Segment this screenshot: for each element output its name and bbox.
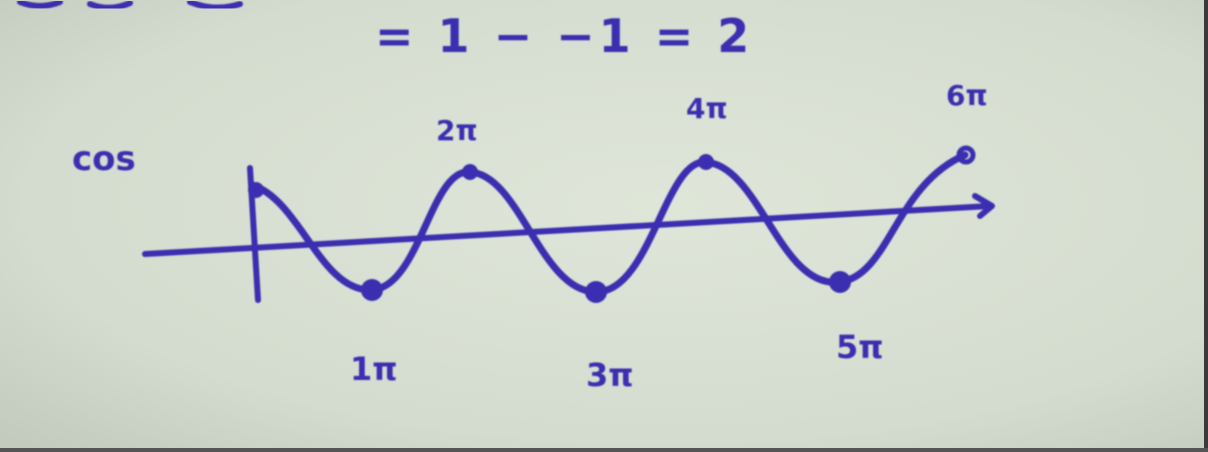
end-point bbox=[956, 145, 976, 165]
cos-label: cos bbox=[72, 139, 136, 179]
equation-text: = 1 − −1 = 2 bbox=[375, 9, 753, 63]
x-axis bbox=[142, 203, 993, 257]
x-axis-arrow-icon bbox=[972, 193, 995, 219]
peak-point-1 bbox=[462, 164, 478, 180]
start-point bbox=[248, 182, 264, 198]
trough-label-2: 3π bbox=[586, 356, 634, 394]
trough-point-2 bbox=[585, 281, 607, 303]
cutoff-handwriting bbox=[17, 0, 243, 11]
trough-label-3: 5π bbox=[836, 328, 884, 366]
peak-point-2 bbox=[698, 154, 714, 170]
trough-point-1 bbox=[361, 279, 383, 301]
peak-label-2: 4π bbox=[686, 92, 728, 125]
trough-label-1: 1π bbox=[350, 350, 398, 388]
bottom-edge-shadow bbox=[0, 448, 1208, 452]
trough-point-3 bbox=[829, 271, 851, 293]
peak-label-1: 2π bbox=[436, 114, 478, 147]
right-edge-shadow bbox=[1204, 0, 1208, 452]
peak-label-3: 6π bbox=[946, 79, 988, 112]
